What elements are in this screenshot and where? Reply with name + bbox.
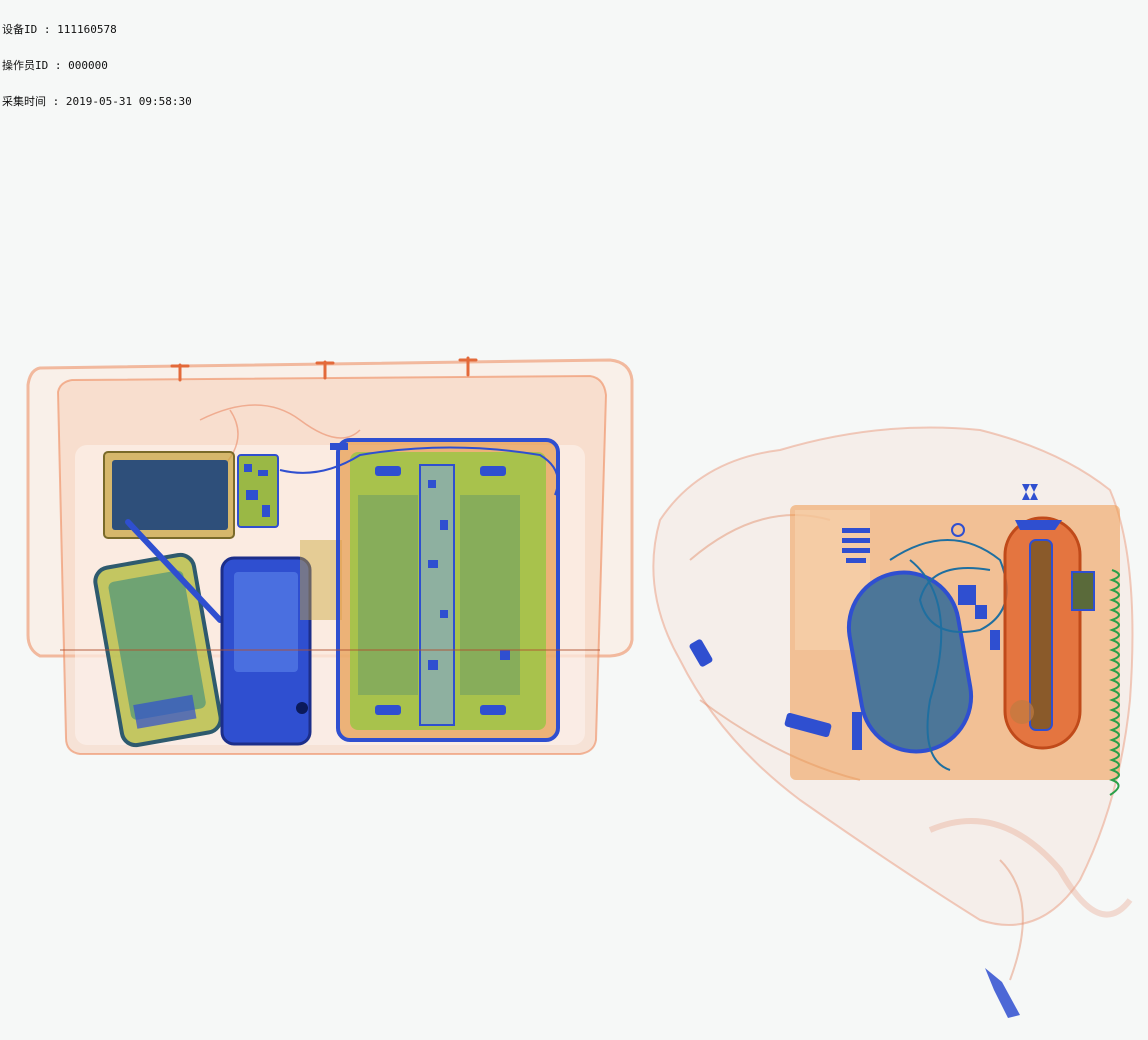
separator: : (48, 59, 69, 72)
operator-id-line: 操作员ID : 000000 (2, 60, 192, 72)
capture-time-value: 2019-05-31 09:58:30 (65, 95, 192, 108)
separator: : (37, 23, 58, 36)
capture-time-line: 采集时间 : 2019-05-31 09:58:30 (2, 96, 192, 108)
device-id-label: 设备ID (2, 23, 38, 36)
tray (26, 356, 634, 755)
operator-id-value: 000000 (68, 59, 108, 72)
device-id-line: 设备ID : 111160578 (2, 24, 192, 36)
operator-id-label: 操作员ID (2, 59, 49, 72)
backpack (652, 426, 1134, 1018)
capture-time-label: 采集时间 (2, 95, 46, 108)
device-id-value: 111160578 (57, 23, 117, 36)
scan-metadata: 设备ID : 111160578 操作员ID : 000000 采集时间 : 2… (2, 0, 192, 120)
separator: : (46, 95, 66, 108)
